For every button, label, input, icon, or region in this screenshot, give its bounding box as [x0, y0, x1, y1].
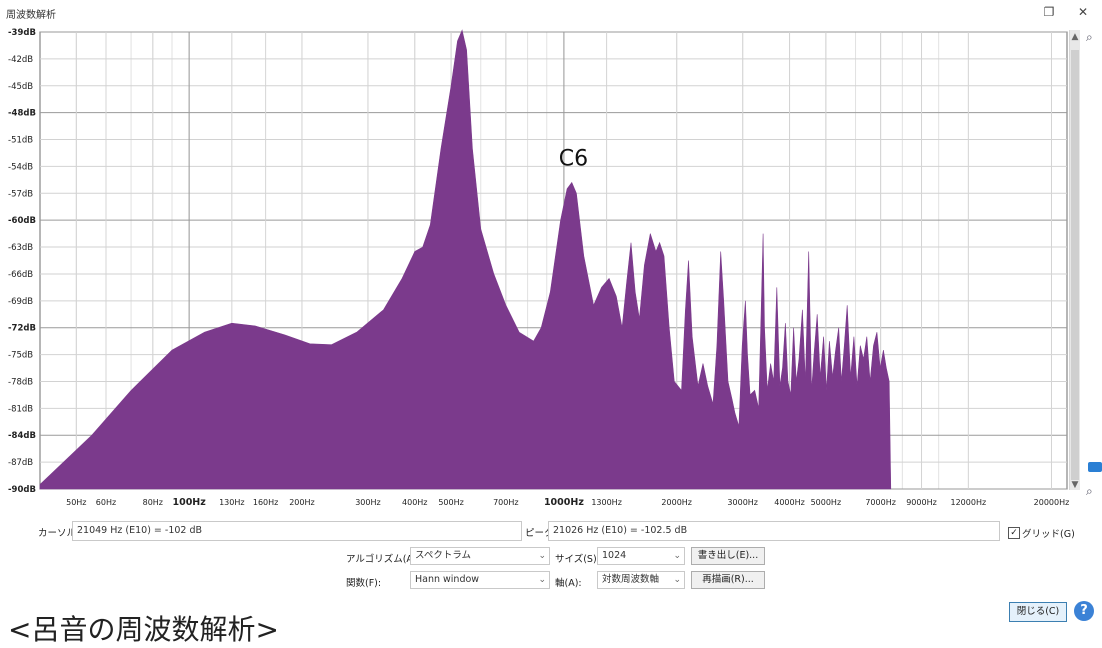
x-tick-label: 3000Hz	[727, 498, 758, 507]
x-tick-label: 2000Hz	[661, 498, 692, 507]
chevron-down-icon: ⌄	[673, 575, 681, 585]
chevron-down-icon: ⌄	[538, 551, 546, 561]
y-tick-label: -81dB	[8, 404, 33, 414]
scroll-down-icon[interactable]: ▼	[1071, 480, 1079, 490]
zoom-out-icon[interactable]: ⌕	[1086, 484, 1093, 498]
x-tick-label: 300Hz	[355, 498, 380, 507]
x-tick-label: 5000Hz	[811, 498, 842, 507]
scroll-up-icon[interactable]: ▲	[1071, 32, 1079, 42]
restore-icon[interactable]: ❐	[1043, 5, 1055, 19]
replot-button[interactable]: 再描画(R)...	[691, 571, 765, 589]
x-tick-label: 1000Hz	[544, 497, 584, 508]
function-label: 関数(F):	[346, 578, 382, 589]
y-tick-label: -87dB	[8, 458, 33, 468]
y-tick-label: -72dB	[8, 324, 36, 334]
axis-select[interactable]: 対数周波数軸 ⌄	[597, 571, 685, 589]
x-tick-label: 12000Hz	[951, 498, 987, 507]
y-tick-label: -84dB	[8, 431, 36, 441]
scrollbar-thumb[interactable]	[1071, 50, 1079, 480]
peak-annotation: C5	[449, 24, 478, 26]
y-tick-label: -90dB	[8, 485, 36, 495]
x-tick-label: 1300Hz	[591, 498, 622, 507]
cursor-label: カーソル:	[38, 528, 80, 539]
axis-value: 対数周波数軸	[602, 574, 660, 585]
peak-field[interactable]: 21026 Hz (E10) = -102.5 dB	[548, 521, 1000, 541]
y-tick-label: -51dB	[8, 136, 33, 146]
y-tick-label: -78dB	[8, 377, 33, 387]
axis-label: 軸(A):	[555, 578, 582, 589]
algorithm-value: スペクトラム	[415, 550, 472, 561]
y-tick-label: -69dB	[8, 297, 33, 307]
x-tick-label: 20000Hz	[1034, 498, 1070, 507]
y-tick-label: -54dB	[8, 162, 33, 172]
zoom-slider-handle[interactable]	[1088, 462, 1102, 472]
x-tick-label: 4000Hz	[774, 498, 805, 507]
size-select[interactable]: 1024 ⌄	[597, 547, 685, 565]
x-tick-label: 700Hz	[493, 498, 518, 507]
y-tick-label: -48dB	[8, 109, 36, 119]
grid-checkbox[interactable]: ✓	[1008, 527, 1020, 539]
close-button[interactable]: 閉じる(C)	[1009, 602, 1067, 622]
x-tick-label: 400Hz	[402, 498, 427, 507]
close-icon[interactable]: ✕	[1077, 5, 1089, 19]
algorithm-select[interactable]: スペクトラム ⌄	[410, 547, 550, 565]
y-tick-label: -66dB	[8, 270, 33, 280]
spectrum-plot[interactable]: -39dB -42dB -45dB -48dB -51dB -54dB -57dB -60dB…	[0, 1, 1102, 520]
spectrum-area	[39, 29, 892, 490]
algorithm-label: アルゴリズム(A):	[346, 554, 420, 565]
y-tick-label: -75dB	[8, 351, 33, 361]
x-tick-label: 130Hz	[219, 498, 244, 507]
peak-annotation: C6	[559, 147, 588, 172]
x-tick-label: 50Hz	[66, 498, 86, 507]
x-tick-label: 100Hz	[172, 497, 206, 508]
grid-label: グリッド(G)	[1022, 529, 1075, 540]
chevron-down-icon: ⌄	[538, 575, 546, 585]
help-icon[interactable]: ?	[1074, 601, 1094, 621]
y-tick-label: -63dB	[8, 243, 33, 253]
size-value: 1024	[602, 550, 627, 561]
x-tick-label: 500Hz	[438, 498, 463, 507]
x-tick-label: 9000Hz	[906, 498, 937, 507]
peak-label: ピーク:	[525, 528, 557, 539]
cursor-field[interactable]: 21049 Hz (E10) = -102 dB	[72, 521, 522, 541]
x-tick-label: 200Hz	[289, 498, 314, 507]
x-tick-label: 80Hz	[143, 498, 163, 507]
function-select[interactable]: Hann window ⌄	[410, 571, 550, 589]
export-button[interactable]: 書き出し(E)...	[691, 547, 765, 565]
spectrum-chart: -39dB -42dB -45dB -48dB -51dB -54dB -57dB -60dB…	[8, 1, 1070, 508]
size-label: サイズ(S):	[555, 554, 600, 565]
y-tick-label: -60dB	[8, 216, 36, 226]
y-tick-label: -39dB	[8, 28, 36, 38]
window-title: 周波数解析	[6, 10, 56, 21]
y-tick-label: -42dB	[8, 55, 33, 65]
chevron-down-icon: ⌄	[673, 551, 681, 561]
y-tick-label: -45dB	[8, 82, 33, 92]
y-tick-label: -57dB	[8, 189, 33, 199]
x-tick-label: 160Hz	[253, 498, 278, 507]
x-tick-label: 7000Hz	[865, 498, 896, 507]
function-value: Hann window	[415, 574, 480, 585]
zoom-in-icon[interactable]: ⌕	[1086, 30, 1093, 44]
title-bar: 周波数解析 ❐ ✕	[0, 0, 1102, 24]
caption: <呂音の周波数解析>	[8, 613, 279, 646]
x-tick-label: 60Hz	[96, 498, 116, 507]
